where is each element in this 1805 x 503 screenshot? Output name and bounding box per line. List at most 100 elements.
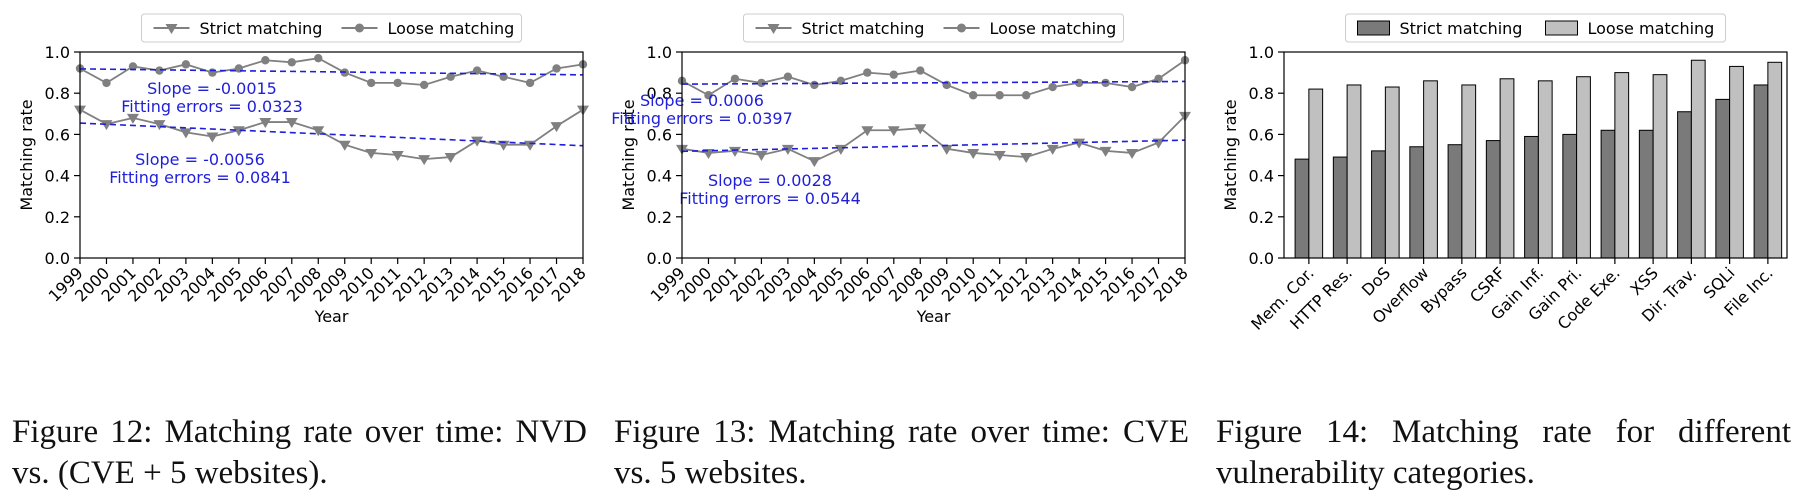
y-tick-label: 0.4 [647, 167, 672, 186]
data-point [1073, 138, 1086, 149]
y-tick-label: 1.0 [647, 43, 672, 62]
data-point [285, 118, 298, 129]
data-point [367, 78, 376, 88]
data-point [810, 80, 819, 90]
y-tick-label: 0.0 [1249, 249, 1274, 268]
bar [1461, 84, 1477, 259]
bar [1600, 129, 1616, 259]
data-point [887, 126, 900, 137]
y-tick-label: 0.2 [45, 208, 70, 227]
data-point [1127, 82, 1137, 92]
data-point [153, 120, 166, 131]
bar [1499, 78, 1515, 259]
figure-panel-12: 0.0 0.2 0.4 0.6 0.8 1.0 Matching rate 1999 2000 2… [0, 0, 600, 503]
bar [1614, 72, 1630, 259]
data-point [993, 151, 1006, 161]
legend-box [743, 13, 1124, 43]
data-point [102, 78, 111, 88]
y-tick-label: 0.6 [1249, 125, 1274, 144]
data-point [128, 62, 138, 71]
bar [1308, 88, 1324, 259]
data-point [261, 56, 270, 65]
legend-box [141, 13, 522, 43]
data-point [232, 126, 245, 137]
y-tick-label: 0.6 [647, 125, 672, 144]
data-point [704, 91, 713, 100]
data-point [444, 153, 457, 164]
bar [1767, 61, 1783, 259]
bar [1346, 84, 1362, 259]
fit-annotation: Fitting errors = 0.0397 [611, 109, 793, 128]
y-tick-label: 0.6 [45, 125, 70, 144]
data-point [312, 126, 325, 137]
data-point [314, 53, 323, 63]
figure-caption-14: Figure 14: Matching rate for different v… [1216, 414, 1791, 491]
bar [1715, 98, 1731, 259]
data-point [206, 132, 219, 143]
data-point [1046, 144, 1059, 155]
series-line [681, 59, 1186, 97]
y-tick-label: 0.0 [45, 249, 70, 268]
data-point [418, 155, 431, 166]
bar [1753, 84, 1769, 259]
legend-box [1345, 13, 1726, 43]
data-point [208, 68, 217, 77]
y-tick-label: 1.0 [45, 43, 70, 62]
data-point [259, 118, 272, 129]
data-point [783, 72, 793, 81]
data-point [365, 148, 378, 159]
fit-annotation: Slope = 0.0006 [640, 91, 764, 110]
data-point [419, 80, 429, 90]
bar [1638, 129, 1654, 259]
y-tick-label: 0.2 [1249, 208, 1274, 227]
legend-label: Loose matching [1588, 19, 1715, 38]
data-point [181, 60, 191, 69]
data-point [472, 66, 482, 75]
fit-annotation: Slope = -0.0056 [135, 150, 265, 169]
figure-panel-13: 0.0 0.2 0.4 0.6 0.8 1.0 Matching rate 1999 2000 2… [602, 0, 1202, 503]
data-point [525, 78, 535, 88]
bar [1485, 140, 1501, 259]
trend-line [681, 80, 1186, 85]
legend-marker [355, 23, 364, 33]
data-point [1126, 148, 1139, 159]
data-point [393, 78, 402, 88]
bar [1677, 111, 1692, 259]
trend-line [79, 68, 584, 76]
fit-annotation: Slope = 0.0028 [708, 171, 832, 190]
bar [1652, 74, 1668, 259]
y-tick-label: 0.2 [647, 208, 672, 227]
data-point [446, 72, 455, 81]
data-point [861, 126, 874, 137]
data-point [179, 128, 192, 139]
series-line [79, 108, 584, 161]
legend-label: Loose matching [388, 19, 515, 38]
trend-line [681, 139, 1186, 153]
bar [1423, 80, 1438, 259]
y-tick-label: 0.4 [1249, 167, 1274, 186]
legend-swatch [1545, 20, 1578, 36]
legend-label: Strict matching [802, 19, 925, 38]
y-tick-label: 0.8 [647, 84, 672, 103]
bar [1729, 65, 1744, 259]
y-tick-label: 0.0 [647, 249, 672, 268]
data-point [808, 157, 821, 168]
legend-label: Loose matching [990, 19, 1117, 38]
data-point [1020, 153, 1033, 164]
plot-frame [1283, 51, 1788, 259]
data-point [287, 58, 296, 67]
data-point [497, 140, 510, 151]
data-point [524, 140, 537, 151]
data-point [889, 70, 898, 79]
data-point [552, 64, 561, 73]
data-point [730, 74, 740, 83]
fit-annotation: Slope = -0.0015 [147, 79, 277, 98]
data-point [391, 151, 404, 161]
legend-marker [767, 24, 780, 34]
data-point [757, 78, 766, 88]
data-point [1101, 78, 1110, 88]
